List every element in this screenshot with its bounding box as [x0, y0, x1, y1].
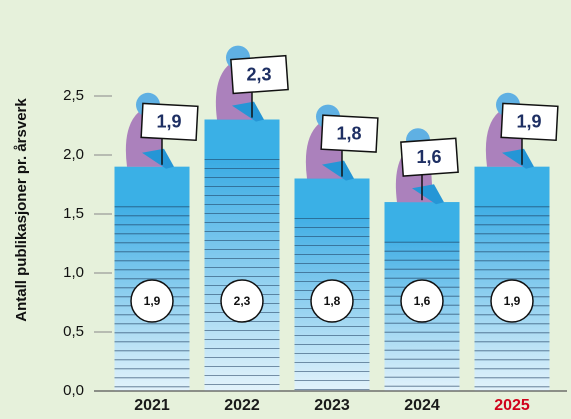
y-tick-label: 2,0 — [63, 146, 84, 163]
y-tick-label: 2,5 — [63, 87, 84, 104]
value-circle — [490, 279, 534, 323]
x-tick-label: 2021 — [134, 397, 170, 414]
figure-legs — [232, 101, 264, 122]
y-tick-label: 0,5 — [63, 323, 84, 340]
sign-label: 2,3 — [246, 64, 271, 84]
value-label: 1,6 — [414, 294, 431, 308]
bar-cap — [204, 119, 280, 160]
value-label: 1,9 — [504, 294, 521, 308]
y-axis-label: Antall publikasjoner pr. årsverk — [13, 98, 30, 322]
figure-legs — [412, 184, 444, 205]
value-label: 1,8 — [324, 294, 341, 308]
sign — [140, 102, 199, 142]
figure-legs — [322, 160, 354, 181]
x-tick-label: 2025 — [494, 397, 530, 414]
y-tick-label: 0,0 — [63, 382, 84, 399]
bar-cap — [474, 166, 550, 207]
x-tick-label: 2024 — [404, 397, 440, 414]
sign — [320, 114, 379, 153]
x-tick-label: 2022 — [224, 397, 260, 414]
value-circle — [220, 279, 264, 323]
value-circle — [310, 279, 354, 323]
figure-legs — [142, 148, 174, 169]
y-tick-label: 1,5 — [63, 205, 84, 222]
value-label: 2,3 — [234, 294, 251, 308]
figure-legs — [502, 148, 534, 169]
bar-cap — [294, 178, 370, 219]
value-label: 1,9 — [144, 294, 161, 308]
bar-cap — [114, 166, 190, 207]
sign-label: 1,9 — [156, 112, 181, 132]
value-circle — [400, 279, 444, 323]
bar-cap — [384, 202, 460, 243]
bar — [204, 119, 280, 391]
value-circle — [130, 279, 174, 323]
sign-label: 1,8 — [336, 123, 361, 143]
sign-label: 1,9 — [516, 112, 541, 132]
sign — [500, 102, 559, 142]
sign — [230, 54, 289, 95]
sign — [400, 137, 459, 177]
x-tick-label: 2023 — [314, 397, 350, 414]
sign-label: 1,6 — [416, 147, 441, 167]
y-tick-label: 1,0 — [63, 264, 84, 281]
